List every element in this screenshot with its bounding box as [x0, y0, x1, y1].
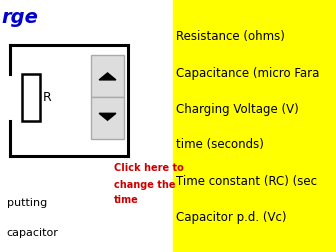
Bar — [173, 0, 336, 252]
Bar — [91, 55, 124, 97]
Text: capacitor: capacitor — [7, 228, 58, 238]
Text: time: time — [114, 195, 139, 205]
Bar — [22, 74, 40, 121]
Text: time (seconds): time (seconds) — [176, 138, 264, 151]
Bar — [91, 97, 124, 139]
Text: R: R — [43, 90, 52, 104]
Text: Time constant (RC) (sec: Time constant (RC) (sec — [176, 175, 318, 188]
Text: Resistance (ohms): Resistance (ohms) — [176, 30, 285, 43]
Text: Click here to: Click here to — [114, 163, 184, 173]
Text: Charging Voltage (V): Charging Voltage (V) — [176, 103, 299, 116]
Text: rge: rge — [2, 8, 39, 26]
Text: Capacitance (micro Fara: Capacitance (micro Fara — [176, 67, 320, 80]
Polygon shape — [99, 73, 116, 80]
Text: putting: putting — [7, 198, 47, 208]
Text: change the: change the — [114, 180, 176, 190]
Polygon shape — [99, 113, 116, 120]
Text: Capacitor p.d. (Vc): Capacitor p.d. (Vc) — [176, 211, 287, 225]
